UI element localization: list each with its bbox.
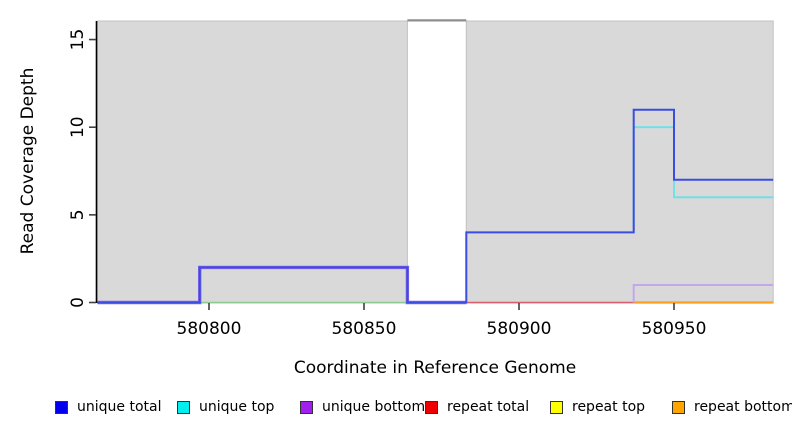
repeat-bottom-swatch-icon bbox=[672, 400, 685, 414]
repeat-total-swatch-icon bbox=[425, 400, 438, 414]
legend-label: unique bottom bbox=[322, 399, 426, 415]
series-unique-total-line bbox=[97, 108, 774, 304]
plot-canvas: 0 5 10 15 580800 580850 580900 580950 bbox=[68, 19, 774, 339]
legend-item-unique-bottom: unique bottom bbox=[300, 398, 425, 416]
unique-bottom-swatch-icon bbox=[300, 400, 313, 414]
x-tick-label: 580950 bbox=[642, 319, 707, 339]
y-tick-label: 0 bbox=[68, 297, 88, 308]
legend-item-repeat-total: repeat total bbox=[425, 398, 529, 416]
x-axis-title: Coordinate in Reference Genome bbox=[293, 358, 577, 378]
legend-item-unique-total: unique total bbox=[55, 398, 161, 416]
y-tick-label: 5 bbox=[68, 209, 88, 220]
legend: unique total unique top unique bottom re… bbox=[0, 398, 792, 418]
shaded-region bbox=[465, 20, 774, 304]
legend-label: unique total bbox=[77, 399, 162, 415]
legend-label: repeat bottom bbox=[694, 399, 792, 415]
legend-label: repeat top bbox=[572, 399, 646, 415]
series-unique-bottom-right bbox=[632, 284, 774, 303]
y-tick-label: 10 bbox=[68, 116, 88, 138]
repeat-top-swatch-icon bbox=[550, 400, 563, 414]
legend-label: repeat total bbox=[447, 399, 530, 415]
legend-item-repeat-bottom: repeat bottom bbox=[672, 398, 792, 416]
legend-label: unique top bbox=[199, 399, 275, 415]
shaded-region bbox=[96, 20, 408, 304]
y-tick-label: 15 bbox=[68, 29, 88, 51]
unique-total-swatch-icon bbox=[55, 400, 68, 414]
x-tick-label: 580800 bbox=[177, 319, 242, 339]
unique-top-swatch-icon bbox=[177, 400, 190, 414]
legend-item-repeat-top: repeat top bbox=[550, 398, 645, 416]
x-tick-label: 580850 bbox=[332, 319, 397, 339]
y-axis-title: Read Coverage Depth bbox=[18, 67, 38, 255]
legend-item-unique-top: unique top bbox=[177, 398, 274, 416]
x-tick-label: 580900 bbox=[487, 319, 552, 339]
